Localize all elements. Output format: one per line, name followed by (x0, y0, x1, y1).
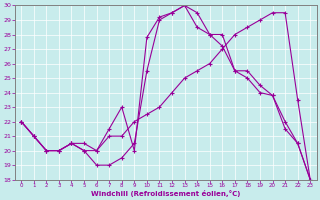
X-axis label: Windchill (Refroidissement éolien,°C): Windchill (Refroidissement éolien,°C) (91, 190, 240, 197)
